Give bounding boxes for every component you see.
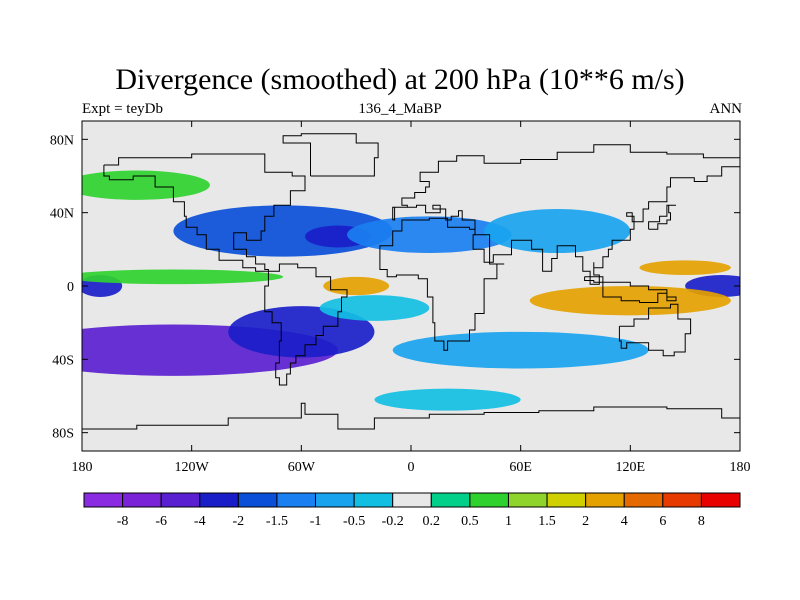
colorbar-label: -6 xyxy=(155,514,167,529)
colorbar-label: 0.2 xyxy=(423,514,441,529)
colorbar-swatch xyxy=(623,492,664,508)
colorbar-swatch xyxy=(199,492,239,508)
colorbar-swatch xyxy=(315,492,355,508)
colorbar-swatch xyxy=(160,492,201,508)
colorbar-swatch xyxy=(662,492,702,508)
colorbar-label: -0.5 xyxy=(343,514,365,529)
coastline xyxy=(264,263,348,386)
contour-region xyxy=(347,216,512,254)
y-tick-label: 80S xyxy=(52,427,74,442)
x-tick-label: 180 xyxy=(72,460,93,475)
coastline xyxy=(379,217,505,351)
y-tick-label: 80N xyxy=(50,133,74,148)
experiment-label: Expt = teyDb xyxy=(82,101,163,117)
colorbar-swatch xyxy=(507,492,548,508)
colorbar-label: 1.5 xyxy=(538,514,556,529)
colorbar-label: -0.2 xyxy=(382,514,404,529)
colorbar-label: 2 xyxy=(582,514,589,529)
chart-title: Divergence (smoothed) at 200 hPa (10**6 … xyxy=(115,63,685,96)
axis-layer: 180 120W 60W 0 60E 120E 180 80N 40N 0 40S 80S xyxy=(50,121,751,475)
colorbar-swatch xyxy=(546,492,587,508)
contour-region xyxy=(319,295,430,321)
season-label: ANN xyxy=(709,101,743,117)
colorbar-label: 1 xyxy=(505,514,512,529)
contour-region xyxy=(392,331,649,369)
coastlines xyxy=(82,133,740,430)
colorbar-label: -8 xyxy=(117,514,129,529)
colorbar-swatch xyxy=(237,492,278,508)
y-tick-label: 40S xyxy=(52,353,74,368)
contour-region xyxy=(82,269,284,285)
y-tick-label: 40N xyxy=(50,207,74,222)
x-tick-label: 120E xyxy=(616,460,646,475)
colorbar-label: -2 xyxy=(233,514,245,529)
contour-region xyxy=(323,276,390,296)
coastline xyxy=(392,144,740,285)
contour-region xyxy=(374,388,521,411)
colorbar-swatch xyxy=(700,492,741,508)
x-tick-label: 60W xyxy=(288,460,316,475)
colorbar-label: -1 xyxy=(310,514,322,529)
colorbar-label: 6 xyxy=(659,514,666,529)
colorbar-swatch xyxy=(392,492,432,508)
colorbar-swatch xyxy=(585,492,625,508)
colorbar-swatch xyxy=(353,492,394,508)
colorbar-swatch xyxy=(276,492,317,508)
x-tick-label: 60E xyxy=(509,460,532,475)
x-tick-label: 0 xyxy=(408,460,415,475)
coastline xyxy=(103,153,306,272)
colorbar-swatch xyxy=(469,492,509,508)
coastline xyxy=(82,402,740,430)
x-tick-label: 120W xyxy=(175,460,210,475)
contour-region xyxy=(82,170,210,200)
colorbar-swatch xyxy=(83,492,124,508)
colorbar-label: 0.5 xyxy=(461,514,479,529)
colorbar-label: -1.5 xyxy=(266,514,288,529)
colorbar-label: 8 xyxy=(698,514,705,529)
x-tick-label: 180 xyxy=(730,460,751,475)
contour-region xyxy=(484,209,631,253)
contour-region xyxy=(639,260,731,275)
colorbar-swatch xyxy=(122,492,162,508)
coastline xyxy=(282,133,379,177)
coastline xyxy=(648,204,676,230)
case-label: 136_4_MaBP xyxy=(358,101,442,117)
colorbar-label: -4 xyxy=(194,514,206,529)
colorbar-label: 4 xyxy=(621,514,628,529)
coastline xyxy=(584,276,677,303)
y-tick-label: 0 xyxy=(67,280,74,295)
colorbar: -8 -6 -4 -2 -1.5 -1 -0.5 -0.2 0.2 0.5 1 1.5 2 4 6 8 xyxy=(83,492,741,529)
coastline xyxy=(618,303,692,357)
colorbar-swatch xyxy=(430,492,471,508)
map-layer xyxy=(81,120,741,452)
